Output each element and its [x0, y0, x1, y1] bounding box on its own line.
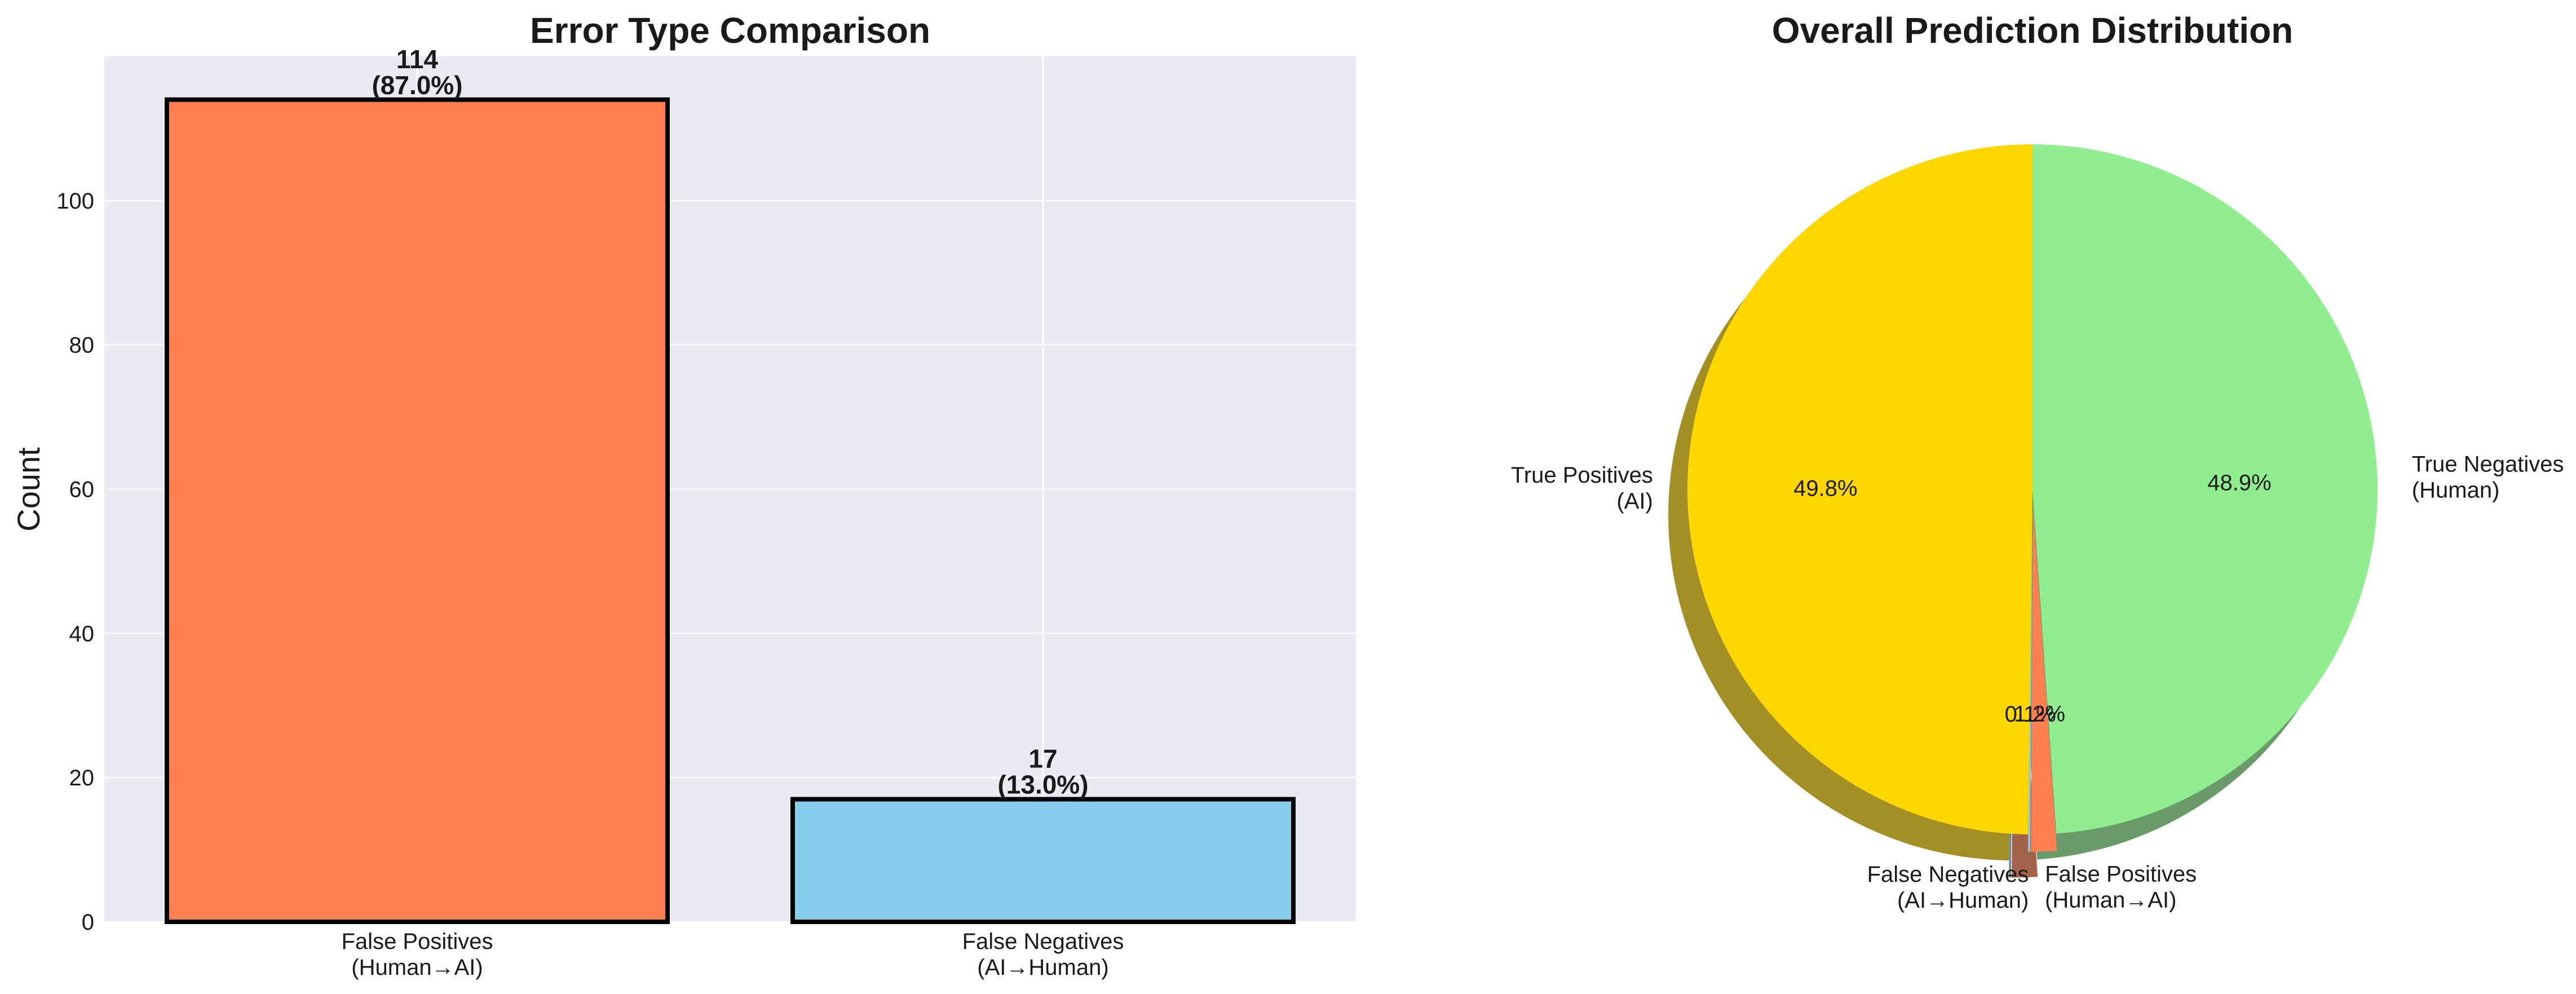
- pie-slice-label: False Negatives (AI→Human): [1867, 862, 2029, 913]
- y-tick-labels: 0 20 40 60 80 100: [56, 189, 94, 935]
- pie-slice-label-line: (AI→Human): [1897, 888, 2029, 913]
- pie-slice-labels: True Positives (AI) False Negatives (AI→Hum…: [1511, 452, 2564, 913]
- bar-value-label-line: (87.0%): [372, 70, 462, 100]
- bar-value-label-line: (13.0%): [997, 770, 1088, 799]
- pie-slice-label: True Positives (AI): [1511, 463, 1653, 514]
- bar: [790, 797, 1296, 924]
- pie-percent-labels: 49.8% 0.1%1.2% 48.9%: [1793, 470, 2272, 726]
- bar-value-labels: 114 (87.0%) 17 (13.0%): [372, 45, 1088, 799]
- pie-slice: [1687, 144, 2032, 834]
- pie-slice-label-line: True Positives: [1511, 463, 1653, 488]
- pie-percent-label: 48.9%: [2207, 470, 2271, 495]
- pie-percent-label: 0.1%: [2005, 702, 2056, 727]
- y-tick-label: 0: [82, 910, 94, 935]
- bar-value-label: 17 (13.0%): [997, 744, 1088, 799]
- x-tick-label-line: False Positives: [342, 929, 493, 954]
- pie-slice-label-line: (AI): [1616, 489, 1652, 514]
- pie-slice: [2032, 144, 2378, 834]
- y-axis-label: Count: [11, 447, 46, 532]
- bar: [165, 97, 670, 924]
- pie-slice: [2028, 506, 2032, 852]
- pie-slice: [2031, 506, 2057, 852]
- x-tick-label-line: (Human→AI): [351, 955, 483, 980]
- bar-value-label: 114 (87.0%): [372, 45, 462, 100]
- y-tick-label: 40: [69, 621, 95, 646]
- x-tick-label: False Positives (Human→AI): [342, 929, 493, 980]
- pie-percent-label: 49.8%: [1793, 476, 1857, 501]
- y-tick-label: 60: [69, 478, 95, 502]
- y-tick-label: 20: [69, 766, 95, 790]
- x-tick-labels: False Positives (Human→AI) False Negatives…: [342, 929, 1124, 980]
- bar-value-label-line: 114: [396, 45, 439, 74]
- pie-chart-panel: Overall Prediction Distribution 49.8% 0.1…: [1511, 10, 2564, 913]
- y-tick-label: 80: [69, 333, 95, 358]
- pie-chart-title: Overall Prediction Distribution: [1772, 10, 2294, 51]
- x-tick-label-line: False Negatives: [962, 929, 1124, 954]
- bar-chart-title: Error Type Comparison: [530, 10, 930, 51]
- x-tick-label-line: (AI→Human): [977, 955, 1108, 980]
- pie-slice-label: False Positives (Human→AI): [2045, 862, 2197, 912]
- bar-series: [165, 97, 1296, 924]
- pie-slice-label-line: True Negatives: [2412, 452, 2564, 477]
- pie-slice-label-line: (Human): [2412, 478, 2500, 503]
- x-tick-label: False Negatives (AI→Human): [962, 929, 1124, 980]
- bar-value-label-line: 17: [1028, 744, 1057, 774]
- pie-slice-label-line: False Negatives: [1867, 862, 2029, 887]
- pie-slices: [1687, 144, 2378, 852]
- pie-slice-label: True Negatives (Human): [2412, 452, 2564, 503]
- pie-percent-label: 1.2%: [2014, 702, 2065, 727]
- pie-slice-label-line: False Positives: [2045, 862, 2197, 886]
- y-tick-label: 100: [56, 189, 94, 214]
- pie-slice-label-line: (Human→AI): [2045, 887, 2176, 912]
